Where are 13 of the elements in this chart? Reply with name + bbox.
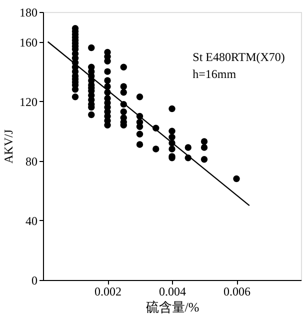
x-tick-label: 0.004 [159, 284, 186, 298]
y-tick-label: 40 [26, 214, 38, 228]
x-tick-label: 0.006 [224, 284, 250, 298]
y-tick-label: 160 [20, 35, 38, 50]
x-axis-title: 硫含量/% [146, 300, 200, 314]
y-tick-label: 120 [20, 94, 38, 109]
x-tick-label: 0.002 [94, 284, 122, 298]
y-axis-title: AKV/J [2, 129, 16, 164]
annotation: h=16mm [192, 67, 237, 81]
y-tick-label: 80 [26, 154, 38, 168]
y-tick-label: 180 [20, 6, 38, 20]
annotation: St E480RTM(X70) [192, 50, 285, 64]
y-tick-label: 0 [32, 274, 38, 288]
